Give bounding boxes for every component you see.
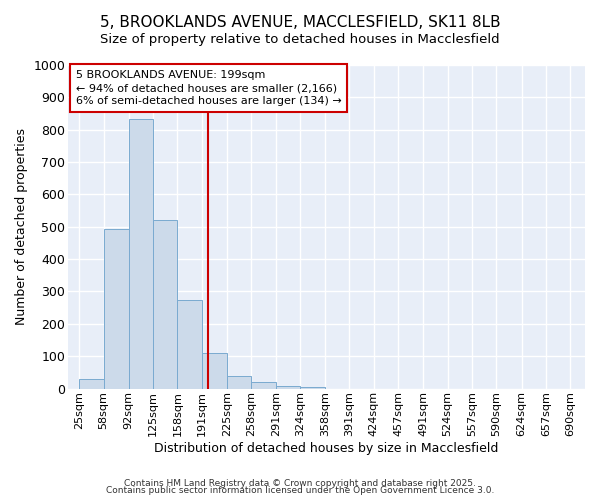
Y-axis label: Number of detached properties: Number of detached properties bbox=[15, 128, 28, 326]
X-axis label: Distribution of detached houses by size in Macclesfield: Distribution of detached houses by size … bbox=[154, 442, 499, 455]
Bar bbox=[104, 229, 129, 388]
Bar bbox=[300, 387, 325, 388]
Bar bbox=[129, 119, 153, 388]
Text: Contains HM Land Registry data © Crown copyright and database right 2025.: Contains HM Land Registry data © Crown c… bbox=[124, 478, 476, 488]
Bar bbox=[79, 380, 104, 388]
Bar bbox=[178, 300, 202, 388]
Bar bbox=[251, 382, 275, 388]
Bar bbox=[227, 376, 251, 388]
Text: Size of property relative to detached houses in Macclesfield: Size of property relative to detached ho… bbox=[100, 32, 500, 46]
Text: 5, BROOKLANDS AVENUE, MACCLESFIELD, SK11 8LB: 5, BROOKLANDS AVENUE, MACCLESFIELD, SK11… bbox=[100, 15, 500, 30]
Bar bbox=[153, 220, 178, 388]
Text: Contains public sector information licensed under the Open Government Licence 3.: Contains public sector information licen… bbox=[106, 486, 494, 495]
Bar bbox=[275, 386, 300, 388]
Text: 5 BROOKLANDS AVENUE: 199sqm
← 94% of detached houses are smaller (2,166)
6% of s: 5 BROOKLANDS AVENUE: 199sqm ← 94% of det… bbox=[76, 70, 342, 106]
Bar bbox=[202, 354, 227, 388]
